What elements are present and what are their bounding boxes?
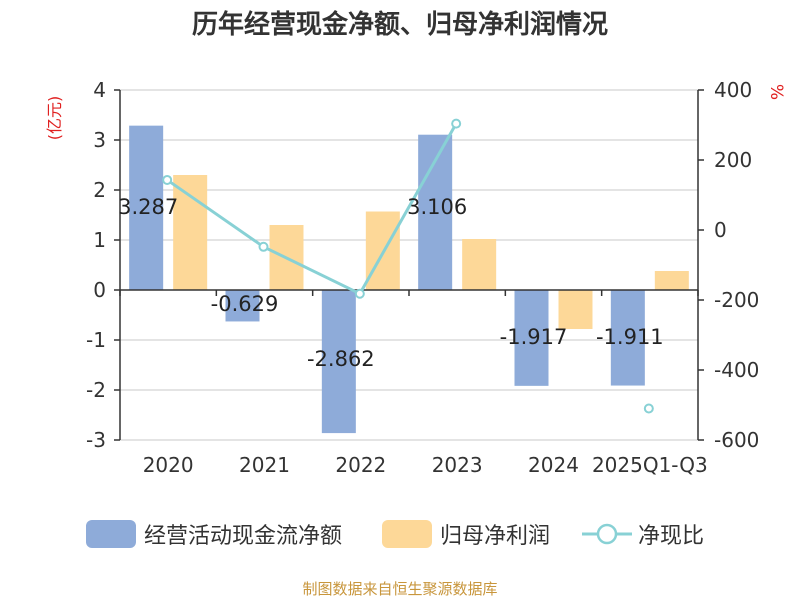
legend-item-net-profit[interactable]: 归母净利润 (382, 512, 550, 556)
legend-item-ratio[interactable]: 净现比 (580, 512, 704, 556)
x-axis-category-label: 2024 (528, 453, 579, 477)
ratio-line-segment (358, 122, 458, 295)
ratio-point (258, 241, 269, 252)
legend-label-cash-flow: 经营活动现金流净额 (144, 524, 343, 549)
legend-item-cash-flow[interactable]: 经营活动现金流净额 (86, 512, 342, 556)
left-axis-tick-label: -3 (86, 428, 106, 452)
right-axis-tick-label: -400 (714, 358, 759, 382)
right-axis-tick-label: 0 (714, 218, 727, 242)
ratio-line-segment (166, 178, 265, 249)
legend-label-ratio: 净现比 (638, 524, 705, 549)
grid-lines (120, 89, 698, 441)
x-axis-category-label: 2021 (239, 453, 290, 477)
ratio-line-segment (262, 245, 361, 296)
left-axis-tick-label: 1 (93, 228, 106, 252)
legend-label-net-profit: 归母净利润 (440, 524, 551, 549)
data-label-cash-flow: -1.911 (596, 325, 664, 349)
data-label-cash-flow: -1.917 (500, 325, 568, 349)
legend-swatch-net-profit (382, 520, 432, 548)
x-axis-category-label: 2025Q1-Q3 (592, 453, 708, 477)
ratio-line (162, 118, 654, 414)
legend-line-marker-icon (582, 523, 632, 545)
bar-cash-flow (514, 290, 549, 386)
ratio-point (162, 174, 173, 185)
bar-cash-flow (225, 290, 260, 322)
bar-cash-flow (129, 125, 164, 291)
bar-net-profit (462, 239, 497, 290)
right-axis-tick-label: -200 (714, 288, 759, 312)
bar-cash-flow (321, 290, 356, 434)
x-axis-category-label: 2022 (335, 453, 386, 477)
axes: -3 -2 -1 0 1 2 3 4 -600 -400 -200 0 200 400 2020 2021 20… (86, 78, 759, 477)
ratio-point (354, 288, 365, 299)
data-label-cash-flow: 3.106 (407, 195, 467, 219)
left-axis-tick-label: 0 (93, 278, 106, 302)
ratio-point (451, 118, 462, 129)
right-axis-tick-label: 400 (714, 78, 752, 102)
left-axis-tick-label: 3 (93, 128, 106, 152)
bar-cash-flow (610, 290, 645, 386)
bars (129, 125, 689, 434)
left-axis-unit-label: (亿元) (45, 96, 64, 141)
x-axis-category-label: 2020 (143, 453, 194, 477)
bar-net-profit (654, 271, 689, 290)
bar-net-profit (558, 290, 593, 329)
left-axis-tick-label: -1 (86, 328, 106, 352)
left-axis-tick-label: 2 (93, 178, 106, 202)
left-axis-tick-label: -2 (86, 378, 106, 402)
data-label-cash-flow: -0.629 (211, 292, 279, 316)
data-label-cash-flow: 3.287 (118, 195, 178, 219)
chart-title: 历年经营现金净额、归母净利润情况 (191, 10, 608, 40)
bar-net-profit (173, 175, 208, 290)
left-axis-tick-label: 4 (93, 78, 106, 102)
source-note: 制图数据来自恒生聚源数据库 (302, 580, 498, 598)
legend-swatch-cash-flow (86, 520, 136, 548)
data-labels: 3.287 -0.629 -2.862 3.106 -1.917 -1.911 (118, 195, 664, 371)
data-label-cash-flow: -2.862 (307, 347, 375, 371)
ratio-point (643, 403, 654, 414)
legend: 经营活动现金流净额 归母净利润 净现比 (0, 512, 800, 556)
right-axis-tick-label: -600 (714, 428, 759, 452)
right-axis-unit-label: % (766, 84, 786, 100)
right-axis-tick-label: 200 (714, 148, 752, 172)
x-axis-category-label: 2023 (432, 453, 483, 477)
